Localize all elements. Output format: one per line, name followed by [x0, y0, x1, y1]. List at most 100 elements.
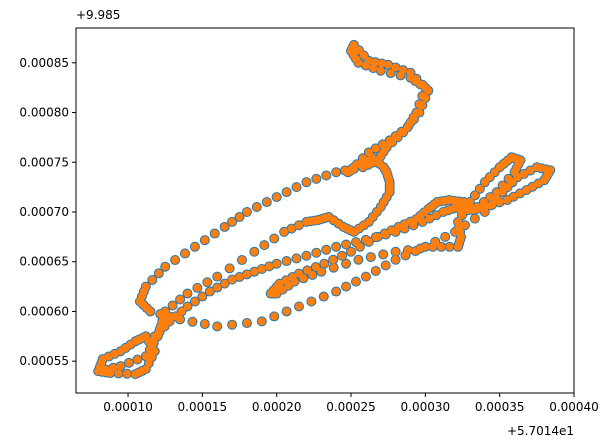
series-2-point: [272, 259, 281, 268]
series-2-point: [150, 332, 159, 341]
series-2-point: [307, 297, 316, 306]
series-2-point: [141, 352, 150, 361]
series-2-point: [190, 297, 199, 306]
series-2-point: [155, 327, 164, 336]
series-2-point: [418, 80, 427, 89]
series-2-point: [168, 301, 177, 310]
series-2-point: [109, 363, 118, 372]
series-2-point: [280, 227, 289, 236]
series-2-point: [522, 186, 531, 195]
series-2-point: [358, 163, 367, 172]
x-tick-label: 0.00030: [401, 400, 451, 414]
series-2-point: [376, 66, 385, 75]
series-2-point: [165, 317, 174, 326]
series-2-point: [509, 192, 518, 201]
series-2-point: [371, 144, 380, 153]
series-2-point: [190, 242, 199, 251]
x-axis: 0.00010 0.00015 0.00020 0.00025 0.00030 0.000…: [103, 393, 599, 414]
series-2-point: [371, 267, 380, 276]
series-2-point: [479, 198, 488, 207]
y-tick-label: 0.00060: [19, 304, 69, 318]
series-2-point: [379, 250, 388, 259]
series-2-point: [519, 169, 528, 178]
series-2-point: [302, 251, 311, 260]
series-2-point: [116, 362, 125, 371]
series-2-point: [540, 176, 549, 185]
series-2-point: [377, 59, 386, 68]
series-2-point: [203, 278, 212, 287]
series-2-point: [421, 93, 430, 102]
series-2-point: [228, 275, 237, 284]
series-2-point: [486, 193, 495, 202]
y-tick-label: 0.00070: [19, 205, 69, 219]
series-2-point: [338, 251, 347, 260]
x-tick-label: 0.00025: [326, 400, 376, 414]
series-2-point: [391, 255, 400, 264]
series-2-point: [498, 188, 507, 197]
series-2-point: [534, 179, 543, 188]
series-2-point: [183, 289, 192, 298]
series-2-point: [332, 287, 341, 296]
series-2-point: [424, 86, 433, 95]
series-2-point: [480, 178, 489, 187]
series-2-point: [416, 244, 425, 253]
series-2-point: [332, 168, 341, 177]
series-2-point: [361, 235, 370, 244]
series-2-point: [351, 238, 360, 247]
series-2-point: [294, 302, 303, 311]
series-2-point: [341, 166, 350, 175]
series-2-point: [177, 307, 186, 316]
series-2-point: [412, 74, 421, 83]
series-2-point: [342, 240, 351, 249]
series-2-point: [299, 274, 308, 283]
y-axis: 0.00055 0.00060 0.00065 0.00070 0.00075 0.000…: [19, 56, 76, 368]
series-2-point: [319, 292, 328, 301]
x-tick-label: 0.00035: [475, 400, 525, 414]
series-2-point: [161, 262, 170, 271]
series-2-point: [141, 365, 150, 374]
x-tick-label: 0.00010: [103, 400, 153, 414]
series-2-point: [220, 222, 229, 231]
series-2-point: [272, 289, 281, 298]
series-2-point: [213, 272, 222, 281]
series-2-point: [125, 358, 134, 367]
series-2-point: [428, 242, 437, 251]
series-2-point: [154, 269, 163, 278]
series-2-point: [354, 255, 363, 264]
y-tick-label: 0.00085: [19, 56, 69, 70]
series-2-point: [359, 51, 368, 60]
series-2-point: [361, 272, 370, 281]
series-2-point: [257, 265, 266, 274]
series-2-point: [146, 307, 155, 316]
series-2-point: [200, 236, 209, 245]
series-2-point: [144, 359, 153, 368]
y-tick-label: 0.00075: [19, 155, 69, 169]
series-2-point: [498, 181, 507, 190]
series-2-point: [265, 262, 274, 271]
series-2-point: [284, 281, 293, 290]
series-2-point: [149, 338, 158, 347]
series-2-point: [193, 283, 202, 292]
y-offset-label: +9.985: [76, 8, 120, 22]
series-2-point: [205, 287, 214, 296]
series-2-point: [308, 270, 317, 279]
y-tick-label: 0.00080: [19, 106, 69, 120]
x-offset-label: +5.7014e1: [507, 424, 574, 438]
series-2-point: [188, 317, 197, 326]
series-2-point: [148, 275, 157, 284]
series-2-point: [242, 207, 251, 216]
series-2-point: [94, 367, 103, 376]
series-2-point: [171, 256, 180, 265]
series-2-point: [181, 249, 190, 258]
series-2-point: [302, 178, 311, 187]
series-2-point: [133, 355, 142, 364]
series-2-point: [242, 319, 251, 328]
series-2-point: [439, 207, 448, 216]
series-2-point: [409, 221, 418, 230]
series-2-point: [278, 285, 287, 294]
series-2-point: [332, 242, 341, 251]
series-2-point: [470, 191, 479, 200]
series-2-point: [235, 272, 244, 281]
series-2-point: [366, 253, 375, 262]
series-2-point: [156, 310, 165, 319]
